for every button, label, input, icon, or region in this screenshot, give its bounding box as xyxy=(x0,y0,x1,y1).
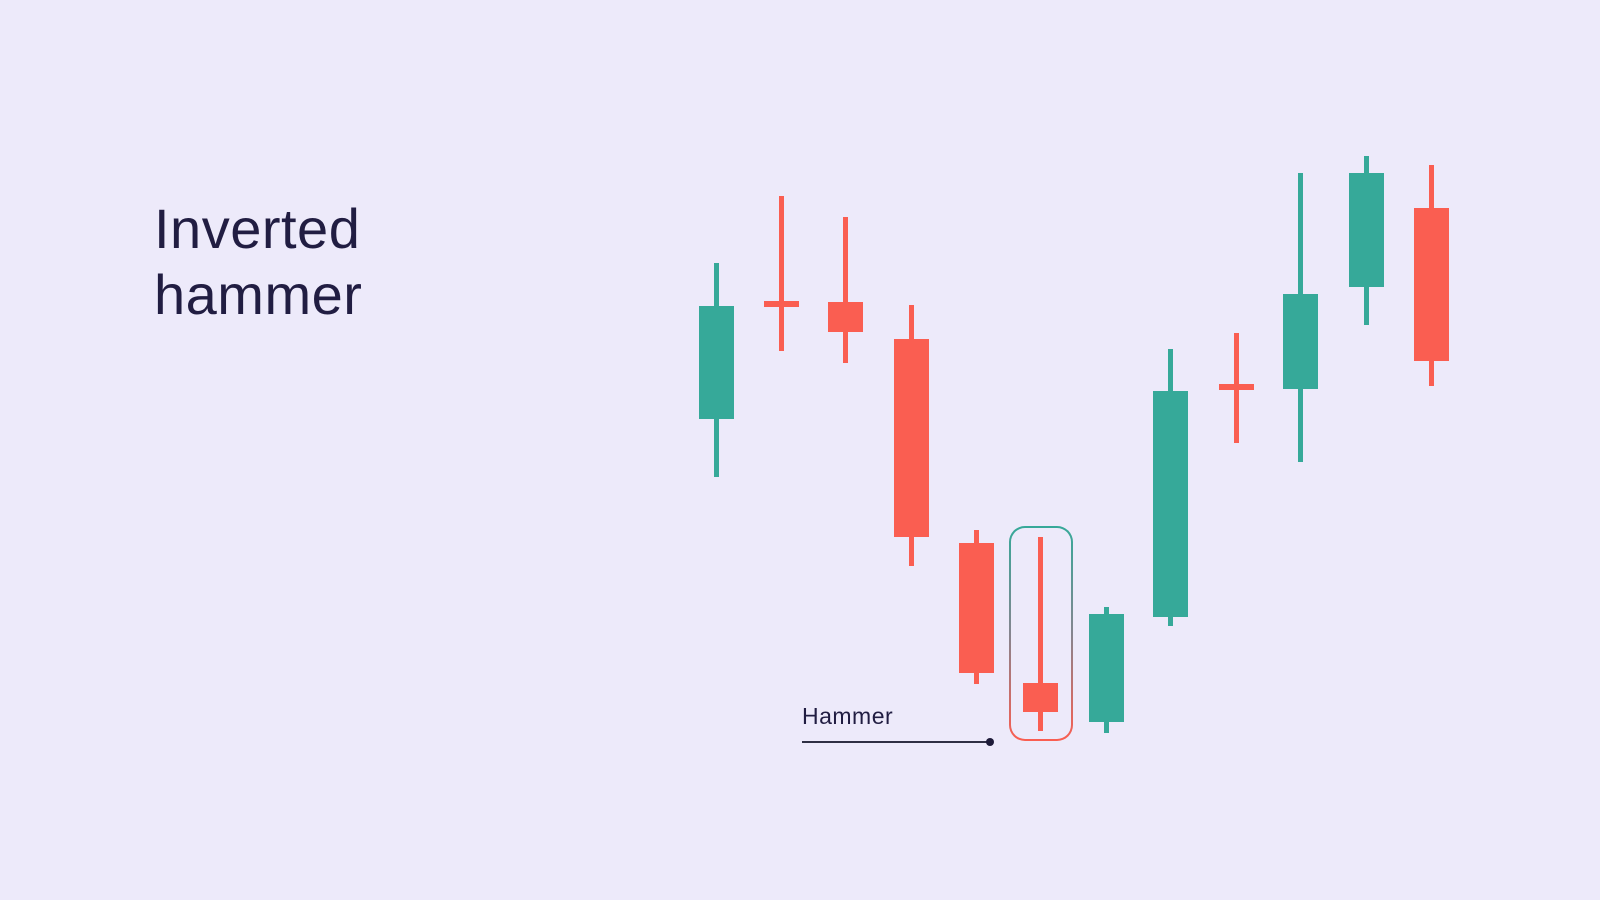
candle-6-wick xyxy=(1037,537,1043,731)
candle-9-body-doji xyxy=(1218,384,1254,390)
candle-5-body xyxy=(958,543,994,673)
candle-2-wick xyxy=(778,196,784,351)
candle-8-body xyxy=(1152,391,1188,617)
candle-6-body xyxy=(1022,683,1058,712)
candle-3-wick xyxy=(842,217,848,363)
hammer-pointer-line xyxy=(802,741,988,743)
candle-3-body xyxy=(827,302,863,332)
hammer-annotation-label: Hammer xyxy=(802,703,894,729)
candle-2-body-doji xyxy=(763,301,799,307)
hammer-pointer-dot-icon xyxy=(986,738,994,746)
candle-4-body xyxy=(893,339,929,537)
page-title: Inverted hammer xyxy=(154,197,363,326)
candle-7-body xyxy=(1088,614,1124,722)
candle-10-body xyxy=(1282,294,1318,389)
candle-1-body xyxy=(698,306,734,419)
candle-11-body xyxy=(1348,173,1384,287)
candle-12-body xyxy=(1413,208,1449,361)
